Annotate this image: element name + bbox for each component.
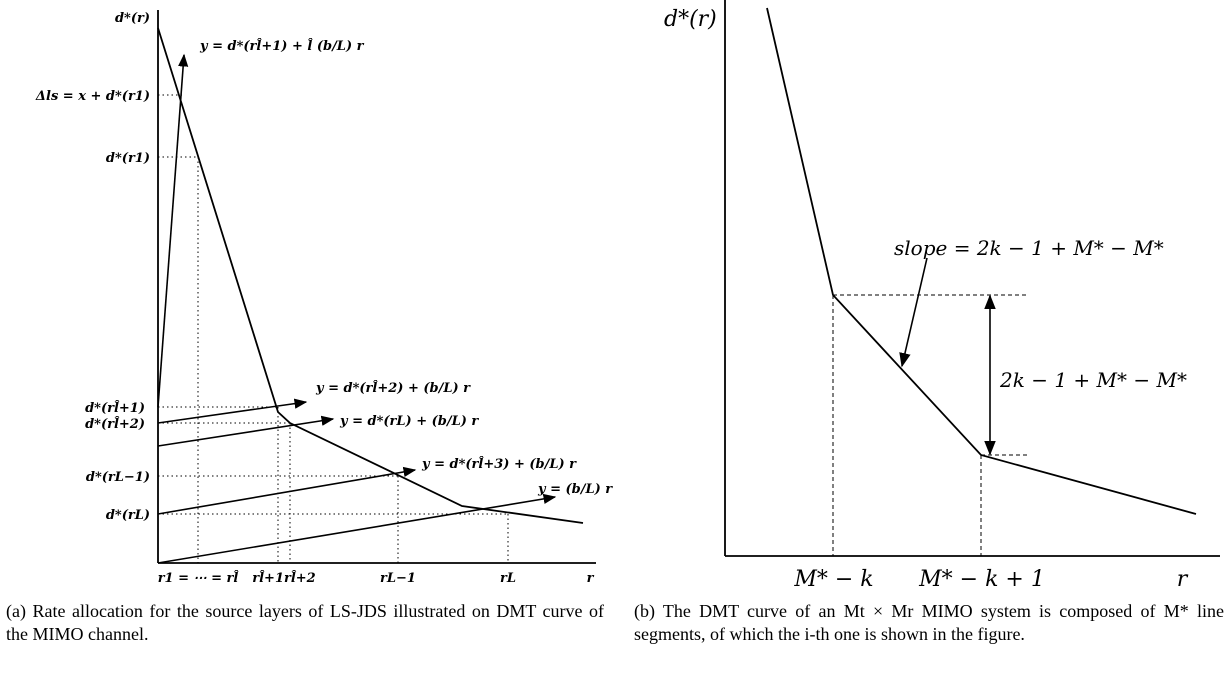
x-label-r1-eq: r1 = ⋯ = rl̂ (158, 570, 239, 586)
tick-label-left: M* − k (793, 567, 873, 592)
figure-b-diagram: d*(r) r M* − k M* − k + 1 slope = 2k − 1… (664, 0, 1220, 592)
dmt-curve-b (766, 7, 1197, 515)
y-label-d-rl1: d*(rl̂+1) (85, 400, 145, 416)
x-label-r: r (587, 571, 595, 586)
x-label-b: r (1177, 567, 1189, 592)
figure-a: d*(r) Δls = x + d*(r1) d*(r1) d*(rl̂+1) … (0, 0, 614, 691)
rate-line-rL (157, 415, 335, 447)
x-label-rL1: rL−1 (380, 571, 416, 586)
y-label-d-rL1: d*(rL−1) (86, 470, 150, 485)
y-label-d-r: d*(r) (115, 11, 150, 26)
base-rate-line (157, 493, 557, 564)
label-base-line: y = (b/L) r (537, 482, 613, 497)
label-line-rl2: y = d*(rl̂+2) + (b/L) r (315, 380, 471, 396)
y-label-b: d*(r) (664, 7, 717, 32)
caption-a: (a) Rate allocation for the source layer… (6, 601, 604, 644)
rate-line-rl3 (157, 466, 417, 515)
guide-lines (158, 94, 509, 563)
y-label-d-rl2: d*(rl̂+2) (85, 416, 145, 432)
y-label-d-rL: d*(rL) (106, 508, 150, 523)
figure-a-diagram: d*(r) Δls = x + d*(r1) d*(r1) d*(rl̂+1) … (35, 10, 613, 586)
guide-lines-b (832, 294, 1028, 556)
rate-line-rl2 (157, 398, 308, 424)
figure-b: d*(r) r M* − k M* − k + 1 slope = 2k − 1… (614, 0, 1229, 691)
label-steep-line: y = d*(rl̂+1) + l̂ (b/L) r (199, 38, 365, 54)
tick-label-right: M* − k + 1 (918, 567, 1045, 592)
x-label-rL: rL (500, 571, 516, 586)
label-line-rL: y = d*(rL) + (b/L) r (339, 414, 479, 429)
steep-rate-line (157, 53, 189, 408)
y-label-d-r1: d*(r1) (106, 151, 150, 166)
x-label-rl12: rl̂+1rl̂+2 (252, 570, 315, 586)
caption-b: (b) The DMT curve of an Mt × Mr MIMO sys… (634, 601, 1224, 644)
label-line-rl3: y = d*(rl̂+3) + (b/L) r (421, 456, 577, 472)
height-label: 2k − 1 + M* − M* (999, 368, 1187, 392)
slope-label: slope = 2k − 1 + M* − M* (894, 236, 1164, 260)
dmt-curve (157, 27, 584, 524)
y-label-delta: Δls = x + d*(r1) (35, 89, 150, 104)
slope-pointer-arrow (899, 257, 928, 368)
